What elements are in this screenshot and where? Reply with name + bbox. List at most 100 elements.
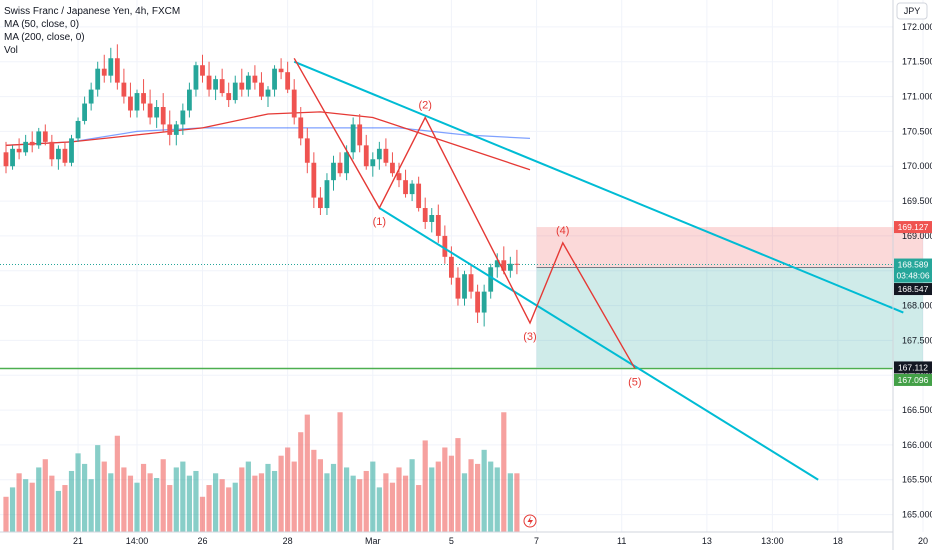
volume-bar	[488, 461, 494, 532]
volume-bar	[350, 475, 356, 532]
stop-loss-zone[interactable]	[536, 227, 923, 268]
x-tick-label: 7	[534, 536, 539, 546]
x-tick-label: 21	[73, 536, 83, 546]
candle-body	[318, 197, 323, 209]
ma200-line	[5, 127, 531, 146]
y-tick-label: 166.500	[902, 405, 932, 415]
position-box[interactable]	[0, 227, 923, 368]
volume-bar	[330, 463, 337, 532]
candle-body	[173, 124, 179, 135]
lightning-icon[interactable]	[523, 514, 537, 528]
volume-bar	[167, 485, 173, 532]
candle-body	[219, 79, 225, 94]
x-tick-label: 13:00	[761, 536, 784, 546]
candle-body	[507, 263, 513, 271]
volume-bar	[258, 473, 265, 532]
candle-body	[3, 152, 9, 167]
volume-bar	[416, 485, 422, 532]
volume-bar	[402, 475, 409, 532]
volume-bar	[95, 445, 101, 532]
candle-body	[147, 103, 153, 118]
volume-bar	[317, 459, 323, 532]
candle-body	[239, 82, 245, 90]
y-tick-label: 169.500	[902, 196, 932, 206]
candle-body	[370, 159, 376, 167]
drawings[interactable]: (1) (2) (3) (4) (5)	[0, 57, 904, 481]
candle-body	[141, 93, 146, 104]
volume-bar	[121, 467, 127, 532]
price-label: 168.589	[898, 260, 929, 270]
candle-body	[108, 58, 114, 76]
volume-bar	[49, 475, 55, 532]
candle-body	[337, 162, 343, 174]
volume-bar	[337, 412, 343, 532]
candle-body	[62, 148, 68, 163]
take-profit-zone[interactable]	[536, 267, 923, 368]
y-tick-label: 169.000	[902, 231, 932, 241]
candle-body	[200, 65, 205, 76]
volume-bar	[514, 473, 520, 532]
price-label: 167.096	[898, 375, 929, 385]
volume-bar	[101, 461, 107, 532]
currency-label: JPY	[904, 6, 921, 16]
y-tick-label: 167.500	[902, 335, 932, 345]
candle-body	[462, 274, 467, 299]
volume-bar	[9, 487, 16, 532]
volume-bar	[271, 470, 278, 532]
volume-bar	[429, 467, 435, 532]
candle-body	[291, 89, 297, 118]
candle-body	[16, 148, 22, 153]
volume-bar	[226, 487, 232, 532]
x-tick-label: 28	[283, 536, 293, 546]
volume-bar	[108, 473, 114, 532]
volume-bar	[147, 473, 153, 532]
volume-bar	[252, 475, 258, 532]
channel-upper-line[interactable]	[293, 60, 904, 314]
candle-body	[350, 124, 356, 153]
volume-bar	[68, 470, 75, 532]
price-label-bg	[894, 221, 932, 234]
volume-bar	[82, 463, 88, 532]
candle-body	[278, 68, 284, 73]
volume-bar	[481, 449, 487, 532]
volume-bar	[396, 467, 402, 532]
candle-body	[265, 89, 271, 97]
channel-lower-line[interactable]	[378, 207, 819, 481]
legend-vol: Vol	[4, 45, 18, 56]
volume-bar	[42, 459, 48, 532]
wave-label: (5)	[628, 376, 641, 388]
volume-bar	[114, 435, 120, 532]
volume-bar	[88, 479, 94, 532]
volume-bar	[23, 479, 29, 532]
volume-bar	[154, 478, 160, 532]
candle-body	[114, 58, 120, 83]
x-tick-label: 11	[617, 536, 626, 546]
candle-body	[75, 120, 81, 139]
volume-bar	[311, 449, 317, 532]
candle-body	[206, 75, 212, 90]
candle-body	[481, 291, 487, 313]
candle-body	[121, 82, 127, 97]
candle-body	[226, 93, 232, 101]
volume-bar	[304, 414, 310, 532]
currency-button[interactable]: JPY	[896, 2, 928, 20]
elliott-wave-path[interactable]	[293, 57, 636, 369]
candle-body	[259, 82, 264, 97]
candle-body	[514, 263, 520, 265]
price-label: 167.112	[898, 362, 928, 372]
volume-bar	[62, 485, 68, 532]
candle-body	[455, 277, 461, 299]
candle-body	[409, 183, 415, 195]
volume-bar	[193, 470, 199, 532]
candle-body	[56, 148, 61, 160]
candle-body	[95, 68, 101, 90]
candle-body	[494, 260, 500, 268]
volume-bar	[173, 467, 179, 532]
candle-body	[101, 68, 107, 76]
x-tick-label: 5	[449, 536, 454, 546]
volume-bar	[16, 473, 22, 532]
candle-body	[88, 89, 94, 104]
candle-body	[167, 124, 173, 135]
